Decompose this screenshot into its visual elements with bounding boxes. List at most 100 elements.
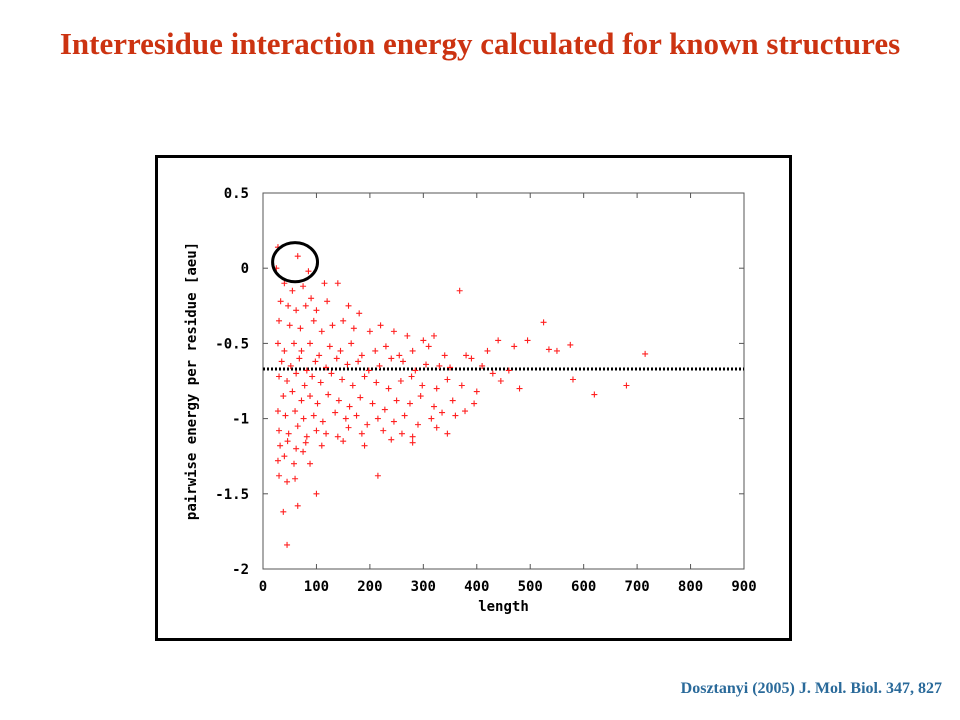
data-point bbox=[290, 460, 297, 467]
data-point bbox=[350, 325, 357, 332]
data-point bbox=[409, 433, 416, 440]
data-point bbox=[377, 322, 384, 329]
data-point bbox=[344, 361, 351, 368]
x-tick-label: 900 bbox=[731, 579, 756, 595]
data-point bbox=[471, 400, 478, 407]
data-point bbox=[286, 322, 293, 329]
slide-title: Interresidue interaction energy calculat… bbox=[59, 26, 901, 61]
data-point bbox=[289, 287, 296, 294]
y-tick-label: 0 bbox=[241, 261, 249, 277]
data-point bbox=[484, 347, 491, 354]
data-point bbox=[312, 358, 319, 365]
data-point bbox=[274, 340, 281, 347]
x-tick-label: 600 bbox=[571, 579, 596, 595]
data-point bbox=[358, 430, 365, 437]
data-point bbox=[307, 340, 314, 347]
data-point bbox=[318, 328, 325, 335]
data-point bbox=[340, 317, 347, 324]
data-point bbox=[369, 400, 376, 407]
data-point bbox=[567, 341, 574, 348]
data-point bbox=[431, 332, 438, 339]
data-point bbox=[439, 409, 446, 416]
tick-marks: 0 100 200 300 400 500 600 700 800 900 0.5 0 -0.5 -1 -1… bbox=[215, 186, 756, 595]
data-point bbox=[417, 393, 424, 400]
data-point bbox=[317, 379, 324, 386]
data-point bbox=[298, 347, 305, 354]
x-tick-label: 500 bbox=[518, 579, 543, 595]
data-point bbox=[284, 378, 291, 384]
data-point bbox=[294, 423, 301, 430]
data-point bbox=[293, 445, 300, 452]
data-point bbox=[302, 439, 309, 446]
data-point bbox=[340, 438, 347, 445]
data-point bbox=[276, 472, 283, 479]
data-point bbox=[408, 373, 415, 380]
data-point bbox=[345, 302, 352, 309]
data-point bbox=[365, 367, 372, 374]
data-point bbox=[398, 430, 405, 437]
data-point bbox=[497, 378, 504, 384]
data-point bbox=[300, 448, 307, 455]
data-point bbox=[358, 352, 365, 359]
x-tick-label: 800 bbox=[678, 579, 703, 595]
data-point bbox=[339, 376, 346, 383]
data-point bbox=[282, 412, 289, 419]
data-point bbox=[287, 362, 294, 369]
data-point bbox=[569, 376, 576, 383]
data-point bbox=[276, 373, 283, 380]
data-point bbox=[313, 490, 320, 497]
data-point bbox=[333, 355, 340, 362]
highlight-circle bbox=[271, 241, 320, 284]
data-point bbox=[332, 409, 339, 416]
data-point bbox=[305, 268, 312, 275]
citation: Dosztanyi (2005) J. Mol. Biol. 347, 827 bbox=[680, 680, 942, 697]
data-point bbox=[345, 424, 352, 431]
data-point bbox=[298, 397, 305, 404]
data-point bbox=[390, 418, 397, 425]
data-point bbox=[444, 376, 451, 383]
data-point bbox=[276, 427, 283, 434]
data-point bbox=[303, 367, 310, 374]
y-tick-label: -1 bbox=[232, 412, 249, 428]
data-point bbox=[349, 382, 356, 389]
data-point bbox=[447, 364, 454, 371]
annotation-group bbox=[271, 241, 320, 284]
data-point bbox=[404, 332, 411, 339]
data-point bbox=[319, 418, 326, 425]
data-point bbox=[281, 347, 288, 354]
data-point bbox=[321, 280, 328, 287]
data-point bbox=[284, 438, 291, 445]
data-point bbox=[326, 343, 333, 350]
data-point bbox=[292, 475, 299, 482]
data-point bbox=[314, 400, 321, 407]
data-point bbox=[357, 394, 364, 401]
data-point bbox=[382, 343, 389, 350]
data-point bbox=[458, 382, 465, 389]
data-point bbox=[473, 388, 480, 395]
data-point bbox=[323, 430, 330, 437]
data-point bbox=[313, 307, 320, 314]
y-tick-label: -1.5 bbox=[215, 487, 249, 503]
data-point bbox=[325, 391, 332, 398]
data-point bbox=[456, 287, 463, 294]
data-point bbox=[412, 367, 419, 374]
data-point bbox=[436, 362, 443, 369]
data-point bbox=[316, 352, 323, 359]
x-tick-label: 300 bbox=[411, 579, 436, 595]
data-point bbox=[591, 391, 598, 398]
data-point bbox=[274, 457, 281, 464]
data-point bbox=[441, 352, 448, 359]
data-point bbox=[433, 385, 440, 392]
data-point bbox=[463, 352, 470, 359]
data-point bbox=[376, 362, 383, 369]
data-point bbox=[334, 280, 341, 287]
data-point bbox=[381, 406, 388, 413]
data-point bbox=[284, 541, 291, 548]
data-point bbox=[524, 337, 531, 344]
x-tick-label: 400 bbox=[464, 579, 489, 595]
data-point bbox=[462, 408, 469, 415]
x-axis-label: length bbox=[478, 599, 529, 615]
data-point bbox=[489, 370, 496, 377]
data-point bbox=[335, 397, 342, 404]
data-point bbox=[297, 325, 304, 332]
